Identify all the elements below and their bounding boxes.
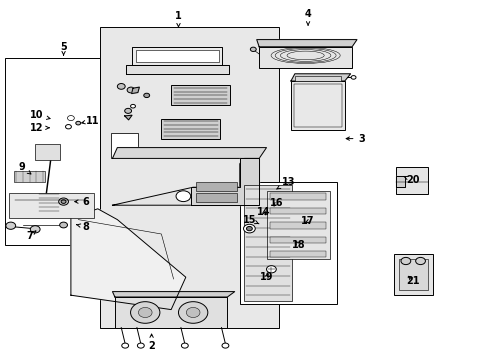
Circle shape (266, 266, 276, 273)
Polygon shape (112, 292, 234, 297)
Text: 16: 16 (269, 198, 283, 208)
Polygon shape (112, 158, 259, 205)
Text: 7: 7 (26, 231, 36, 241)
Bar (195, 182, 237, 191)
Polygon shape (395, 176, 404, 187)
Bar (161, 119, 220, 139)
Circle shape (117, 84, 125, 89)
Bar (269, 251, 325, 257)
Text: 8: 8 (77, 222, 89, 232)
Text: 6: 6 (75, 197, 89, 207)
Text: 19: 19 (259, 272, 273, 282)
Text: 15: 15 (242, 215, 259, 225)
Circle shape (127, 87, 135, 93)
Circle shape (181, 343, 188, 348)
Circle shape (122, 343, 128, 348)
Bar (266, 191, 329, 259)
Bar (395, 167, 427, 194)
Polygon shape (132, 47, 222, 65)
Text: 11: 11 (81, 116, 100, 126)
Circle shape (130, 302, 160, 323)
Bar (35, 144, 60, 160)
Polygon shape (256, 40, 356, 47)
Text: 3: 3 (346, 134, 365, 144)
Polygon shape (71, 209, 185, 310)
Text: 21: 21 (406, 276, 419, 286)
Circle shape (176, 191, 190, 202)
Circle shape (250, 47, 256, 51)
Text: 10: 10 (30, 110, 50, 120)
Bar (9, 193, 94, 218)
Polygon shape (126, 65, 228, 74)
Bar (100, 27, 278, 328)
Text: 1: 1 (175, 11, 182, 27)
Circle shape (124, 108, 131, 113)
Bar (115, 297, 227, 328)
Bar (195, 193, 237, 202)
Text: 17: 17 (301, 216, 314, 226)
Circle shape (400, 257, 410, 265)
Circle shape (65, 125, 71, 129)
Polygon shape (290, 74, 350, 81)
Polygon shape (112, 148, 266, 158)
Bar (290, 81, 344, 130)
Bar (294, 76, 340, 81)
Text: 9: 9 (19, 162, 31, 174)
Circle shape (350, 76, 355, 79)
Text: 13: 13 (276, 177, 295, 189)
Polygon shape (124, 115, 132, 120)
Circle shape (61, 200, 66, 203)
Text: 14: 14 (257, 207, 270, 217)
Bar (393, 254, 432, 295)
Bar (111, 133, 138, 158)
Circle shape (415, 257, 425, 265)
Polygon shape (131, 87, 139, 94)
Bar (243, 185, 292, 301)
Polygon shape (190, 158, 259, 205)
Text: 4: 4 (304, 9, 311, 25)
Bar (136, 50, 219, 62)
Text: 18: 18 (291, 240, 305, 250)
Text: 5: 5 (60, 42, 67, 55)
Circle shape (6, 222, 16, 229)
Bar (14, 171, 45, 182)
Circle shape (186, 307, 200, 318)
Circle shape (243, 224, 255, 233)
Bar (269, 208, 325, 214)
Bar (259, 47, 351, 68)
Circle shape (59, 198, 68, 205)
Bar (269, 237, 325, 243)
Circle shape (60, 222, 67, 228)
Bar (5, 58, 100, 245)
Circle shape (143, 93, 149, 98)
Bar (171, 85, 229, 105)
Bar (269, 193, 325, 200)
Circle shape (178, 302, 207, 323)
Bar (269, 222, 325, 229)
Text: 2: 2 (148, 334, 155, 351)
Text: 20: 20 (403, 175, 419, 185)
Circle shape (222, 343, 228, 348)
Circle shape (30, 226, 40, 233)
Circle shape (67, 116, 74, 121)
Circle shape (76, 121, 81, 125)
Circle shape (130, 104, 135, 108)
Circle shape (137, 343, 144, 348)
Bar (293, 84, 341, 127)
Circle shape (246, 226, 252, 231)
Circle shape (138, 307, 152, 318)
Text: 12: 12 (30, 123, 49, 133)
Bar (398, 259, 427, 290)
Bar (239, 182, 337, 304)
